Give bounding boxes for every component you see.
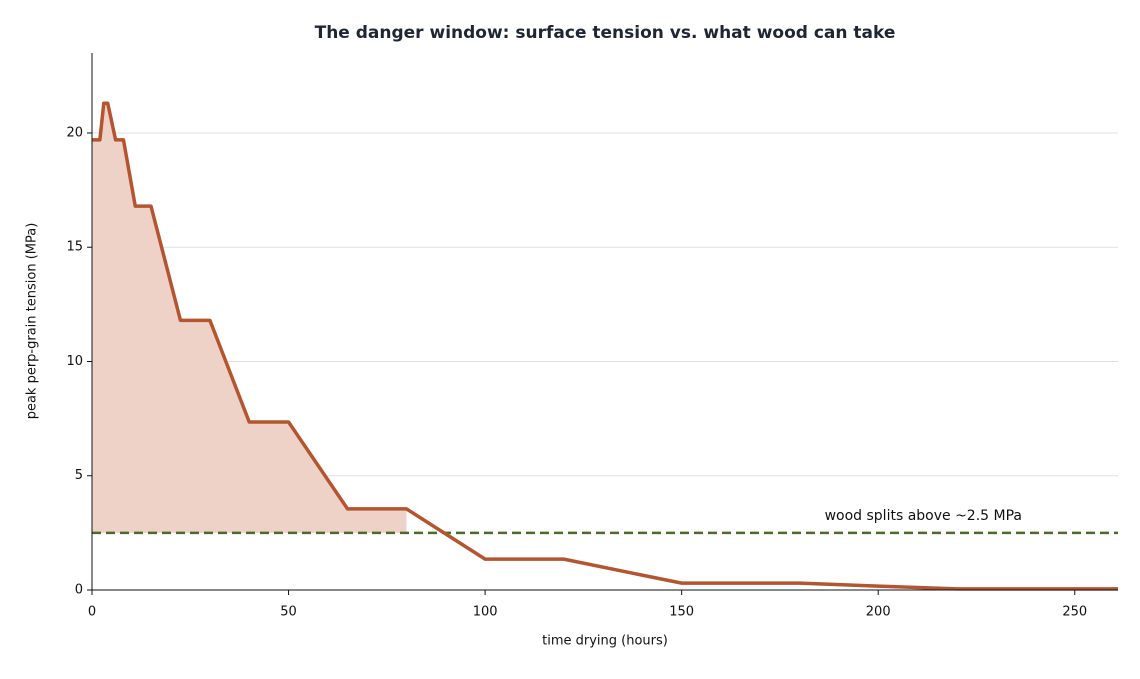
chart-title: The danger window: surface tension vs. w…	[315, 23, 896, 43]
x-tick-label: 150	[669, 605, 694, 620]
x-tick-label: 50	[280, 605, 297, 620]
x-tick-label: 0	[88, 605, 96, 620]
y-tick-label: 0	[75, 583, 83, 598]
x-axis-label: time drying (hours)	[542, 634, 668, 649]
y-axis-label: peak perp-grain tension (MPa)	[25, 223, 40, 420]
y-tick-label: 15	[66, 240, 83, 255]
y-tick-label: 10	[66, 354, 83, 369]
y-tick-label: 5	[75, 468, 83, 483]
y-tick-label: 20	[66, 125, 83, 140]
x-tick-label: 250	[1062, 605, 1087, 620]
x-tick-label: 100	[473, 605, 498, 620]
danger-area	[92, 103, 407, 533]
series-line	[92, 101, 1118, 591]
x-tick-label: 200	[866, 605, 891, 620]
threshold-label: wood splits above ~2.5 MPa	[825, 508, 1022, 524]
